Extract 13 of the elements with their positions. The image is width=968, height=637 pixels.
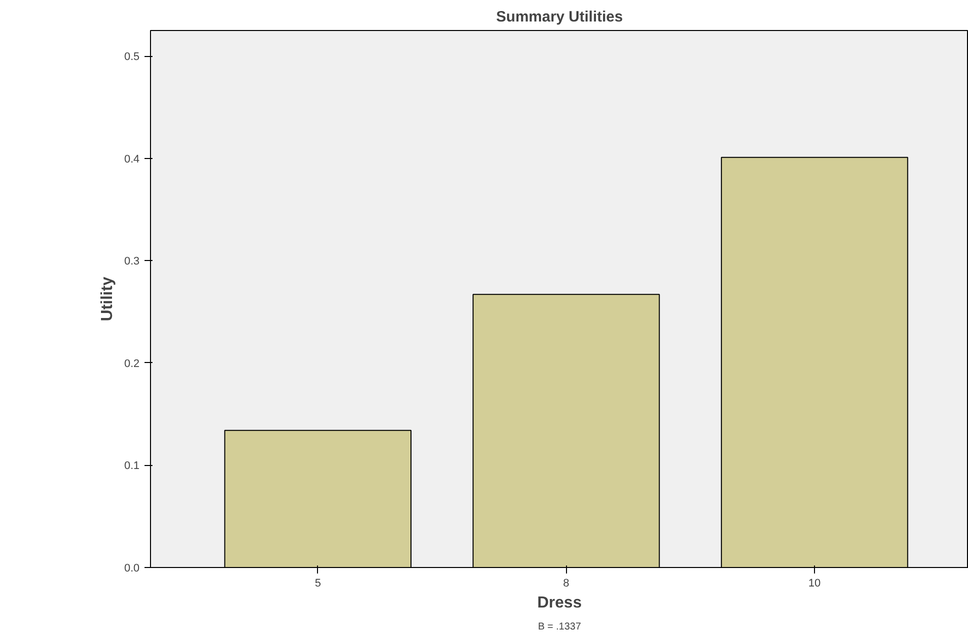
x-tick-label: 10: [808, 578, 821, 590]
y-tick-label: 0.4: [124, 153, 140, 166]
x-axis-title: Dress: [537, 594, 582, 612]
y-tick-label: 0.1: [124, 460, 140, 472]
x-tick-label: 8: [563, 578, 570, 590]
y-axis-title: Utility: [99, 276, 116, 322]
text: B = .1337: [538, 622, 582, 632]
x-tick-label: 5: [314, 578, 321, 590]
chart-title: Summary Utilities: [496, 8, 623, 26]
y-tick-label: 0.3: [124, 256, 140, 268]
y-tick-label: 0.0: [124, 562, 140, 574]
y-tick-label: 0.5: [124, 51, 140, 64]
y-tick-label: 0.2: [124, 358, 140, 370]
